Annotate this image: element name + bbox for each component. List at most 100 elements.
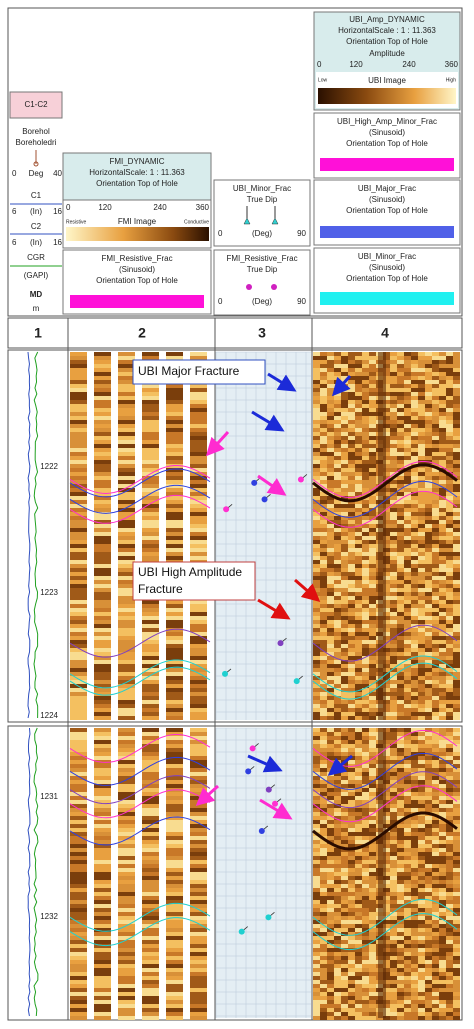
image-pixel [439,1004,446,1008]
image-pixel [94,548,111,552]
image-pixel [94,732,111,736]
image-pixel [320,712,327,716]
image-pixel [355,880,362,884]
image-pixel [425,708,432,712]
image-pixel [432,468,439,472]
image-pixel [166,800,183,804]
image-pixel [320,516,327,520]
sinusoid [312,624,458,662]
image-pixel [411,692,418,696]
image-pixel [439,936,446,940]
image-pixel [369,752,376,756]
image-pixel [453,824,460,828]
image-pixel [320,552,327,556]
image-pixel [432,392,439,396]
image-pixel [404,736,411,740]
image-pixel [425,884,432,888]
image-pixel [94,808,111,812]
image-pixel [94,1000,111,1004]
image-pixel [432,624,439,628]
image-pixel [327,384,334,388]
image-pixel [404,660,411,664]
image-pixel [70,404,87,408]
image-pixel [320,780,327,784]
image-pixel [320,532,327,536]
image-pixel [142,948,159,952]
image-pixel [341,884,348,888]
image-pixel [404,700,411,704]
image-pixel [341,392,348,396]
image-pixel [190,744,207,748]
image-pixel [411,472,418,476]
image-pixel [446,588,453,592]
image-pixel [166,824,183,828]
image-pixel [320,548,327,552]
image-pixel [166,784,183,788]
image-pixel [320,388,327,392]
image-pixel [390,852,397,856]
image-pixel [390,772,397,776]
image-pixel [70,1012,87,1016]
legend-text: CGR [27,253,45,262]
image-pixel [369,944,376,948]
track-number: 1 [34,325,42,341]
image-pixel [70,912,87,916]
image-pixel [142,396,159,400]
image-pixel [313,668,320,672]
image-pixel [166,756,183,760]
track-bg [216,352,311,720]
image-pixel [320,484,327,488]
image-pixel [142,832,159,836]
image-pixel [397,464,404,468]
scale: (In) [30,207,42,216]
image-pixel [446,832,453,836]
image-pixel [390,512,397,516]
image-pixel [313,840,320,844]
image-pixel [320,784,327,788]
image-pixel [397,420,404,424]
image-pixel [334,628,341,632]
annotation: Fracture [138,582,183,596]
image-pixel [425,992,432,996]
image-pixel [397,568,404,572]
image-pixel [313,800,320,804]
image-pixel [118,392,135,396]
image-pixel [118,696,135,700]
image-pixel [397,600,404,604]
borehole-groove [378,728,386,1018]
image-pixel [369,788,376,792]
image-pixel [334,476,341,480]
image-pixel [390,468,397,472]
image-pixel [118,532,135,536]
image-pixel [142,460,159,464]
image-pixel [142,964,159,968]
image-pixel [320,844,327,848]
image-pixel [94,736,111,740]
image-pixel [142,552,159,556]
bar-label: High [446,77,457,83]
image-pixel [446,592,453,596]
image-pixel [313,732,320,736]
image-pixel [404,680,411,684]
image-pixel [383,860,390,864]
image-pixel [348,468,355,472]
image-pixel [327,560,334,564]
image-pixel [411,432,418,436]
image-pixel [362,372,369,376]
image-pixel [369,532,376,536]
image-pixel [355,832,362,836]
image-pixel [190,620,207,624]
image-pixel [190,684,207,688]
image-pixel [313,760,320,764]
image-pixel [166,736,183,740]
image-pixel [341,432,348,436]
image-pixel [70,680,87,684]
image-pixel [348,748,355,752]
image-pixel [439,464,446,468]
image-pixel [383,584,390,588]
image-pixel [432,980,439,984]
image-pixel [453,936,460,940]
image-pixel [118,568,135,572]
image-pixel [362,868,369,872]
image-pixel [327,808,334,812]
